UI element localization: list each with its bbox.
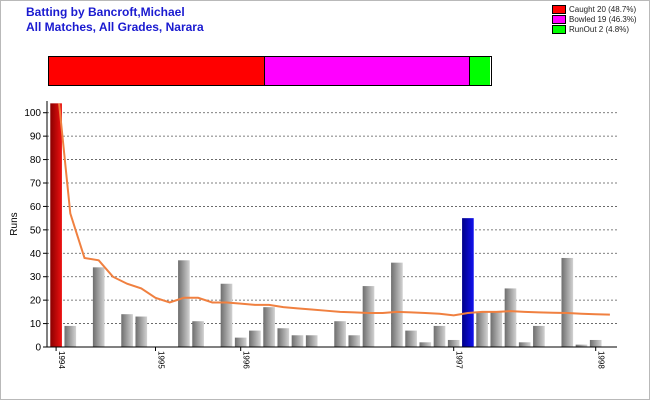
bar <box>518 342 531 347</box>
x-tick-label: 1998 <box>597 351 606 369</box>
average-line <box>58 103 610 317</box>
bar <box>192 321 204 347</box>
legend-label-bowled: Bowled 19 (46.3%) <box>569 14 637 24</box>
y-tick-label: 0 <box>35 343 41 354</box>
bar <box>589 339 602 347</box>
y-tick-label: 70 <box>30 179 42 190</box>
y-tick-label: 90 <box>30 132 42 143</box>
legend-item-bowled: Bowled 19 (46.3%) <box>552 14 637 24</box>
bar <box>334 321 346 347</box>
y-tick-label: 10 <box>30 319 42 330</box>
bar <box>135 316 148 347</box>
bar <box>490 311 503 347</box>
bar <box>533 325 545 347</box>
bar <box>220 283 233 347</box>
legend-item-caught: Caught 20 (48.7%) <box>552 4 637 14</box>
y-tick-label: 100 <box>24 108 41 119</box>
legend-swatch-bowled <box>552 14 566 24</box>
bar <box>419 342 432 347</box>
x-tick-label: 1997 <box>455 351 464 369</box>
bar <box>561 257 574 347</box>
y-tick-label: 20 <box>30 296 42 307</box>
dismissal-segment-caught <box>49 57 265 85</box>
bar <box>433 325 446 347</box>
x-tick-label: 1996 <box>242 351 251 369</box>
y-axis-label: Runs <box>9 212 20 235</box>
y-tick-label: 40 <box>30 249 42 260</box>
bar <box>92 267 105 347</box>
bar <box>277 328 290 347</box>
bar-low <box>462 218 474 347</box>
chart-title-line-2: All Matches, All Grades, Narara <box>26 20 204 34</box>
y-tick-label: 80 <box>30 155 42 166</box>
bar <box>64 325 77 347</box>
x-tick-label: 1994 <box>57 351 66 369</box>
bar <box>249 330 261 347</box>
dismissal-proportion-bar <box>48 56 492 86</box>
legend: Caught 20 (48.7%) Bowled 19 (46.3%) RunO… <box>552 4 637 34</box>
legend-label-caught: Caught 20 (48.7%) <box>569 4 637 14</box>
legend-swatch-runout <box>552 24 566 34</box>
y-tick-label: 50 <box>30 225 42 236</box>
bar <box>447 339 460 347</box>
legend-label-runout: RunOut 2 (4.8%) <box>569 24 630 34</box>
dismissal-segment-runout <box>468 57 491 85</box>
y-tick-label: 60 <box>30 202 42 213</box>
bar <box>348 335 361 347</box>
bar <box>476 311 488 347</box>
bar <box>178 260 190 347</box>
bar <box>121 314 133 347</box>
x-tick-label: 1995 <box>157 351 166 369</box>
chart-title-line-1: Batting by Bancroft,Michael <box>26 5 185 19</box>
bar <box>305 335 318 347</box>
bar <box>575 344 588 347</box>
bar <box>263 307 275 347</box>
bar-high <box>50 103 62 347</box>
bar <box>234 337 247 347</box>
dismissal-segment-bowled <box>264 57 469 85</box>
bar <box>391 262 403 347</box>
bar <box>291 335 304 347</box>
y-tick-label: 30 <box>30 272 42 283</box>
bar <box>405 330 417 347</box>
bar <box>504 288 517 347</box>
legend-item-runout: RunOut 2 (4.8%) <box>552 24 637 34</box>
legend-swatch-caught <box>552 4 566 14</box>
bar <box>362 286 375 347</box>
